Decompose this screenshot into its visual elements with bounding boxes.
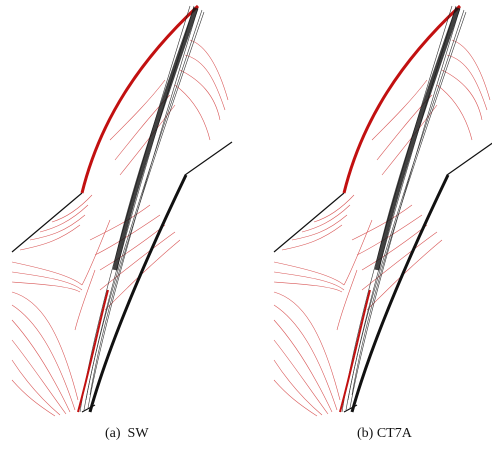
contour-plot-b: [274, 6, 492, 416]
contour-plot-a: [12, 6, 232, 416]
figure: (a) SW (b) CT7A: [0, 0, 492, 453]
panel-caption: (a) SW: [105, 426, 149, 441]
panel-caption: (b) CT7A: [357, 426, 413, 441]
